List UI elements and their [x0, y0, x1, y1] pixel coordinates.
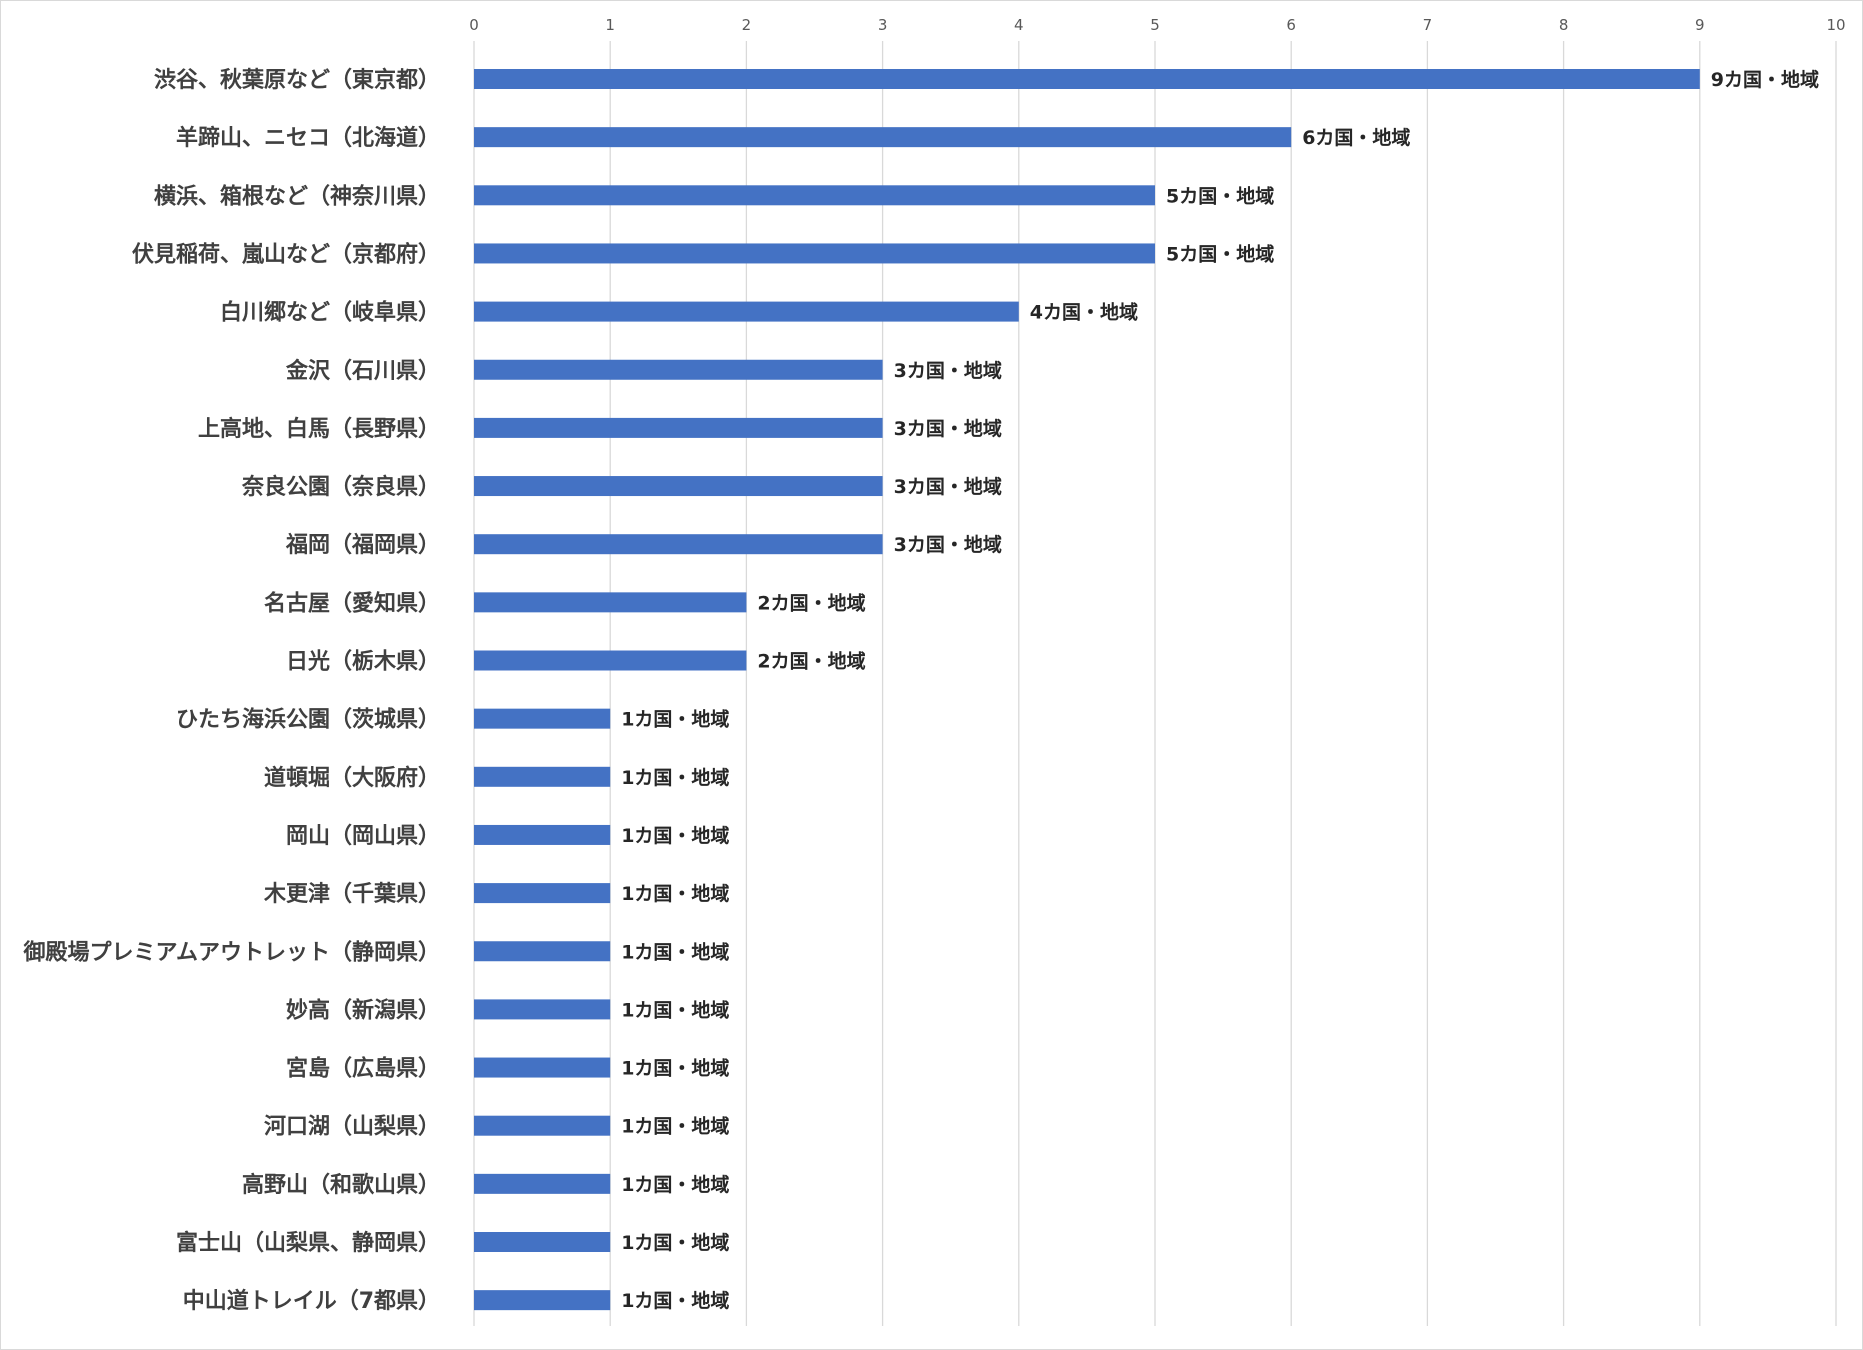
bar-1 [474, 127, 1292, 148]
category-label-19: 高野山（和歌山県） [242, 1172, 440, 1198]
category-label-20: 富士山（山梨県、静岡県） [176, 1230, 440, 1256]
category-label-3: 伏見稲荷、嵐山など（京都府） [132, 241, 440, 267]
category-label-16: 妙高（新潟県） [286, 997, 440, 1023]
x-tick-label-8: 8 [1559, 16, 1569, 34]
data-label-5: 3カ国・地域 [894, 359, 1002, 382]
data-label-12: 1カ国・地域 [621, 766, 729, 789]
x-tick-label-7: 7 [1423, 16, 1433, 34]
category-label-5: 金沢（石川県） [285, 358, 440, 384]
category-label-21: 中山道トレイル（7都県） [183, 1288, 440, 1314]
x-tick-label-3: 3 [878, 16, 888, 34]
data-label-3: 5カ国・地域 [1166, 242, 1274, 265]
bar-3 [474, 243, 1155, 264]
bar-17 [474, 1057, 611, 1078]
data-label-20: 1カ国・地域 [621, 1231, 729, 1254]
data-label-11: 1カ国・地域 [621, 708, 729, 731]
bar-9 [474, 592, 747, 613]
data-label-9: 2カ国・地域 [757, 591, 865, 614]
category-labels: 渋谷、秋葉原など（東京都） 羊蹄山、ニセコ（北海道） 横浜、箱根など（神奈川県） 伏見… [23, 67, 440, 1314]
category-label-18: 河口湖（山梨県） [264, 1115, 440, 1140]
data-label-0: 9カ国・地域 [1711, 68, 1819, 91]
bar-6 [474, 417, 883, 438]
bar-12 [474, 766, 611, 787]
category-label-8: 福岡（福岡県） [285, 533, 440, 558]
bar-20 [474, 1232, 611, 1252]
data-label-18: 1カ国・地域 [621, 1115, 729, 1138]
bars [474, 69, 1700, 1311]
x-tick-label-1: 1 [605, 16, 615, 34]
bar-0 [474, 69, 1700, 89]
x-tick-label-2: 2 [742, 16, 752, 34]
category-label-15: 御殿場プレミアムアウトレット（静岡県） [23, 939, 440, 965]
x-axis-ticks: 0 1 2 3 4 5 6 7 8 9 10 [469, 16, 1845, 34]
data-label-10: 2カ国・地域 [757, 650, 865, 673]
bar-7 [474, 476, 883, 497]
bar-15 [474, 941, 611, 962]
bar-21 [474, 1290, 611, 1311]
category-label-10: 日光（栃木県） [286, 650, 440, 675]
bar-10 [474, 650, 747, 671]
data-label-21: 1カ国・地域 [621, 1289, 729, 1312]
bar-19 [474, 1173, 611, 1194]
x-tick-label-4: 4 [1014, 16, 1024, 34]
data-label-16: 1カ国・地域 [621, 998, 729, 1021]
category-label-4: 白川郷など（岐阜県） [220, 300, 440, 326]
data-label-2: 5カ国・地域 [1166, 184, 1274, 207]
bar-8 [474, 534, 883, 555]
data-label-13: 1カ国・地域 [621, 824, 729, 847]
x-tick-label-10: 10 [1826, 16, 1845, 34]
category-label-12: 道頓堀（大阪府） [264, 765, 440, 791]
category-label-7: 奈良公園（奈良県） [241, 474, 440, 500]
bar-2 [474, 185, 1155, 206]
x-tick-label-0: 0 [469, 16, 479, 34]
category-label-6: 上高地、白馬（長野県） [198, 416, 440, 442]
bar-13 [474, 824, 611, 845]
category-label-13: 岡山（岡山県） [286, 824, 440, 849]
x-tick-label-9: 9 [1695, 16, 1705, 34]
data-label-1: 6カ国・地域 [1302, 126, 1410, 149]
category-label-9: 名古屋（愛知県） [264, 590, 440, 616]
bar-5 [474, 359, 883, 380]
data-label-4: 4カ国・地域 [1030, 301, 1138, 324]
category-label-17: 宮島（広島県） [286, 1056, 440, 1082]
data-label-7: 3カ国・地域 [894, 475, 1002, 498]
category-label-11: ひたち海浜公園（茨城県） [176, 707, 440, 733]
bar-14 [474, 883, 611, 904]
x-tick-label-5: 5 [1150, 16, 1160, 34]
data-label-14: 1カ国・地域 [621, 882, 729, 905]
data-label-15: 1カ国・地域 [621, 940, 729, 963]
bar-4 [474, 301, 1019, 322]
data-label-19: 1カ国・地域 [621, 1173, 729, 1196]
x-tick-label-6: 6 [1286, 16, 1296, 34]
category-label-2: 横浜、箱根など（神奈川県） [154, 183, 440, 209]
category-label-14: 木更津（千葉県） [263, 881, 440, 907]
data-label-8: 3カ国・地域 [894, 533, 1002, 556]
category-label-0: 渋谷、秋葉原など（東京都） [154, 67, 440, 93]
data-label-17: 1カ国・地域 [621, 1057, 729, 1080]
category-label-1: 羊蹄山、ニセコ（北海道） [176, 125, 440, 151]
bar-11 [474, 708, 611, 729]
bar-16 [474, 999, 611, 1020]
data-labels: 9カ国・地域 6カ国・地域 5カ国・地域 5カ国・地域 4カ国・地域 3カ国・地域 3カ国・… [621, 68, 1819, 1312]
bar-18 [474, 1115, 611, 1136]
data-label-6: 3カ国・地域 [894, 417, 1002, 440]
